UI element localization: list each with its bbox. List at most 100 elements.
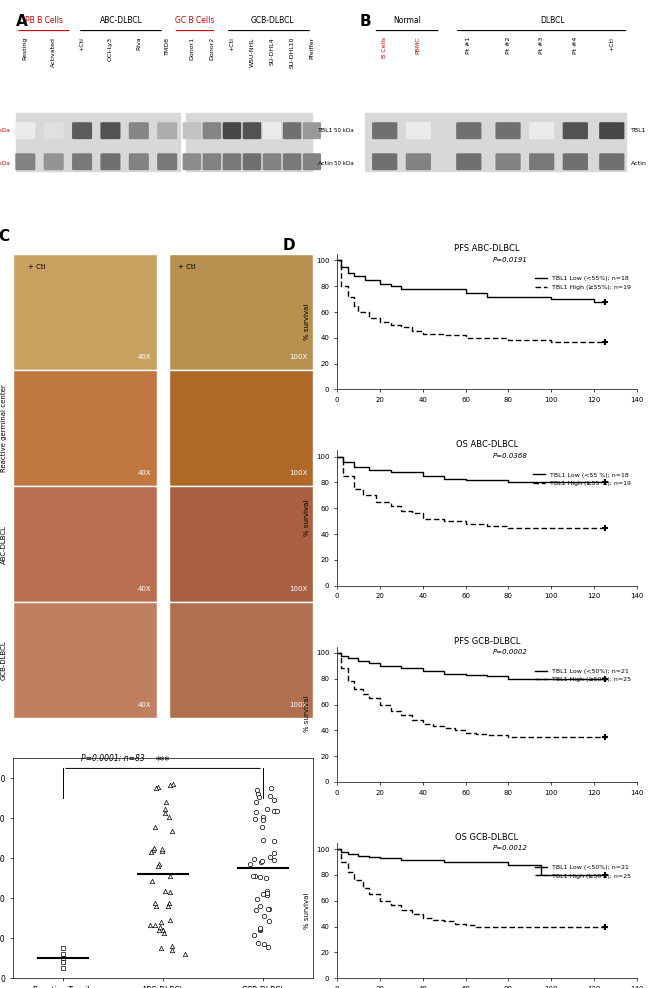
Text: Actin: Actin [631,161,647,166]
Point [269,803,280,819]
Text: WSU-NHL: WSU-NHL [250,37,255,66]
Point [157,843,167,859]
FancyBboxPatch shape [223,153,241,170]
Point [162,898,173,914]
Point [264,913,274,929]
FancyBboxPatch shape [203,123,221,139]
Point [600,867,610,883]
Point [160,883,170,899]
Point [259,909,269,925]
Point [165,868,176,884]
Point [148,842,158,858]
Text: Pfeiffer: Pfeiffer [309,37,315,59]
FancyBboxPatch shape [529,153,554,170]
Text: DLBCL: DLBCL [541,16,566,25]
Point [254,788,265,804]
Legend: TBL1 Low (<50%); n=21, TBL1 High (≥50%); n=25: TBL1 Low (<50%); n=21, TBL1 High (≥50%);… [532,863,634,881]
FancyBboxPatch shape [203,153,221,170]
Text: 50 kDa: 50 kDa [334,161,354,166]
Point [153,858,163,873]
Text: 100X: 100X [289,355,307,361]
Text: Normal: Normal [393,16,421,25]
Point [254,898,265,914]
FancyBboxPatch shape [44,153,64,170]
Point [266,781,276,796]
Point [600,474,610,490]
FancyBboxPatch shape [529,123,554,139]
FancyBboxPatch shape [72,153,92,170]
Bar [13,254,157,370]
Text: Pt #2: Pt #2 [506,37,510,54]
FancyBboxPatch shape [183,153,201,170]
Point [156,914,166,930]
FancyBboxPatch shape [242,153,261,170]
Point [58,950,68,966]
Point [255,920,265,936]
Title: PFS GCB-DLBCL: PFS GCB-DLBCL [454,636,520,646]
Point [249,852,259,867]
Text: 40X: 40X [137,702,151,708]
Point [600,520,610,535]
Title: OS GCB-DLBCL: OS GCB-DLBCL [456,833,519,842]
Point [149,840,159,856]
Text: Reactive germinal center: Reactive germinal center [1,384,7,472]
Text: ABC-DLBCL: ABC-DLBCL [99,16,142,25]
Point [151,898,161,914]
Text: B Cells: B Cells [382,37,387,58]
Text: TBL1: TBL1 [631,128,647,133]
FancyBboxPatch shape [263,153,281,170]
Point [164,809,174,825]
Point [58,954,68,970]
Point [262,801,272,817]
Point [262,883,272,899]
Text: D: D [283,238,296,253]
FancyBboxPatch shape [283,153,302,170]
Point [151,780,161,795]
Point [252,891,262,907]
Text: Riva: Riva [136,37,141,50]
Text: PB B Cells: PB B Cells [25,16,63,25]
Point [269,792,280,808]
Point [153,780,163,795]
FancyBboxPatch shape [16,123,35,139]
FancyBboxPatch shape [563,153,588,170]
Point [166,823,177,839]
Bar [169,486,313,602]
Text: 100X: 100X [289,470,307,476]
Point [259,936,269,951]
Text: +Ctl: +Ctl [229,37,235,50]
Text: P=0.0001; n=83: P=0.0001; n=83 [81,754,145,763]
Point [600,729,610,745]
Text: + Ctl: + Ctl [178,264,196,270]
Bar [365,114,626,171]
FancyBboxPatch shape [495,123,521,139]
Point [261,887,272,903]
Text: A: A [16,14,28,29]
Point [600,919,610,935]
Point [263,939,273,954]
Title: PFS ABC-DLBCL: PFS ABC-DLBCL [454,244,520,253]
Point [248,927,259,943]
Text: Donor2: Donor2 [209,37,215,60]
Text: Pt #1: Pt #1 [466,37,471,54]
Point [252,782,262,798]
Text: P=0.0368: P=0.0368 [493,453,528,459]
Y-axis label: % survival: % survival [304,892,310,929]
Point [166,942,177,957]
Text: Resting: Resting [23,37,28,60]
Bar [13,370,157,486]
Text: TMD8: TMD8 [164,37,170,54]
Point [600,334,610,350]
Bar [169,254,313,370]
Point [265,788,275,804]
FancyBboxPatch shape [303,123,321,139]
Point [153,922,164,938]
Text: Activated: Activated [51,37,56,66]
Text: Pt #3: Pt #3 [540,37,544,54]
Point [146,844,156,860]
FancyBboxPatch shape [406,123,431,139]
Point [250,794,261,810]
FancyBboxPatch shape [456,153,482,170]
Bar [169,370,313,486]
Point [58,941,68,956]
